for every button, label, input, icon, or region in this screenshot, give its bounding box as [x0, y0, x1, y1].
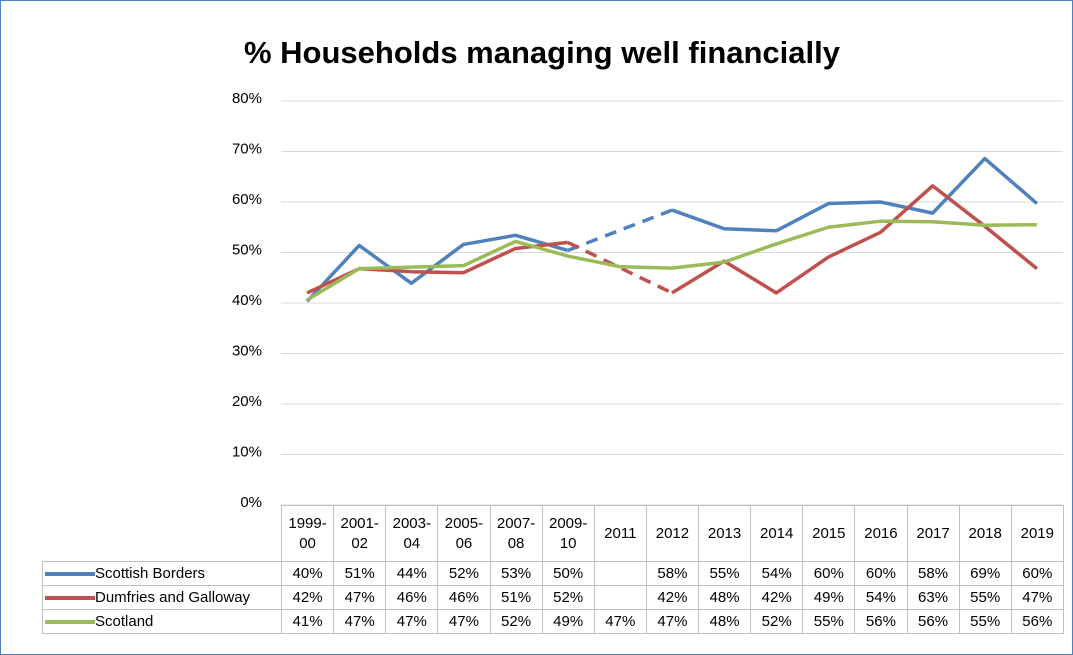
legend-entry: Scotland — [42, 609, 282, 634]
y-tick-label: 50% — [232, 241, 262, 258]
table-row: Scottish Borders 40% 51% 44% 52% 53% 50% 58% 55%… — [42, 561, 1064, 586]
data-label: 48% — [697, 609, 752, 634]
table-row: Scotland 41% 47% 47% 47% 52% 49% 47% 47% 48% 52% 55… — [42, 609, 1064, 634]
data-label: 49% — [541, 609, 595, 634]
data-label: 69% — [958, 561, 1012, 586]
x-tick-label: 2009-10 — [541, 505, 595, 562]
data-table: 1999-00 2001-02 2003-04 2005-06 2007-08 2009-… — [42, 505, 1064, 634]
data-label: 60% — [1010, 561, 1064, 586]
y-tick-label: 10% — [232, 443, 262, 460]
data-label: 51% — [489, 585, 543, 610]
data-label: 52% — [541, 585, 595, 610]
legend-label: Scotland — [95, 613, 154, 630]
legend-entry: Scottish Borders — [42, 561, 282, 586]
data-label: 50% — [541, 561, 595, 586]
y-tick-label: 30% — [232, 342, 262, 359]
table-header-row: 1999-00 2001-02 2003-04 2005-06 2007-08 2009-… — [42, 505, 1064, 562]
data-label: 40% — [280, 561, 335, 586]
data-label: 53% — [489, 561, 543, 586]
data-label: 52% — [437, 561, 491, 586]
x-tick-label: 2015 — [802, 505, 856, 562]
data-label: 46% — [437, 585, 491, 610]
data-label: 52% — [750, 609, 804, 634]
data-label: 56% — [1010, 609, 1064, 634]
legend-key — [45, 620, 95, 625]
legend-key — [45, 596, 95, 601]
x-tick-label: 2014 — [750, 505, 804, 562]
table-corner — [42, 505, 282, 562]
data-label: 42% — [750, 585, 804, 610]
x-tick-label: 2011 — [593, 505, 647, 562]
data-label: 56% — [906, 609, 960, 634]
x-tick-label: 2003-04 — [385, 505, 439, 562]
series-line — [671, 184, 1039, 295]
y-tick-label: 60% — [232, 191, 262, 208]
data-label — [593, 561, 647, 586]
data-label: 51% — [333, 561, 387, 586]
series-line — [305, 233, 569, 303]
data-label: 54% — [854, 585, 908, 610]
x-tick-label: 2016 — [854, 505, 908, 562]
data-label: 58% — [906, 561, 960, 586]
data-label: 60% — [854, 561, 908, 586]
data-label: 47% — [593, 609, 647, 634]
legend-label: Dumfries and Galloway — [95, 589, 251, 606]
y-tick-label: 80% — [232, 90, 262, 107]
x-tick-label: 2005-06 — [437, 505, 491, 562]
x-tick-label: 1999-00 — [280, 505, 335, 562]
data-label: 55% — [802, 609, 856, 634]
y-tick-label: 70% — [232, 140, 262, 157]
data-label: 54% — [750, 561, 804, 586]
y-tick-label: 20% — [232, 393, 262, 410]
data-label: 60% — [802, 561, 856, 586]
table-row: Dumfries and Galloway 42% 47% 46% 46% 51% 52% 4… — [42, 585, 1064, 610]
x-tick-label: 2018 — [958, 505, 1012, 562]
series-line — [306, 219, 1037, 302]
x-tick-label: 2012 — [645, 505, 700, 562]
chart-title: % Households managing well financially — [244, 35, 841, 70]
data-label: 47% — [333, 585, 387, 610]
x-tick-label: 2013 — [697, 505, 752, 562]
data-label: 42% — [645, 585, 700, 610]
data-label: 47% — [645, 609, 700, 634]
data-label: 55% — [697, 561, 752, 586]
data-label — [593, 585, 647, 610]
series-line — [671, 156, 1039, 233]
data-label: 41% — [280, 609, 335, 634]
y-tick-label: 40% — [232, 292, 262, 309]
data-label: 47% — [1010, 585, 1064, 610]
data-label: 46% — [385, 585, 439, 610]
data-label: 49% — [802, 585, 856, 610]
legend-label: Scottish Borders — [95, 565, 206, 582]
legend-key — [45, 572, 95, 577]
data-label: 47% — [333, 609, 387, 634]
data-label: 55% — [958, 585, 1012, 610]
x-tick-label: 2017 — [906, 505, 960, 562]
data-label: 55% — [958, 609, 1012, 634]
data-label: 48% — [697, 585, 752, 610]
legend-entry: Dumfries and Galloway — [42, 585, 282, 610]
data-label: 58% — [645, 561, 700, 586]
data-label: 56% — [854, 609, 908, 634]
x-tick-label: 2007-08 — [489, 505, 543, 562]
data-label: 63% — [906, 585, 960, 610]
data-label: 47% — [437, 609, 491, 634]
x-tick-label: 2019 — [1010, 505, 1064, 562]
data-label: 44% — [385, 561, 439, 586]
data-label: 52% — [489, 609, 543, 634]
data-label: 47% — [385, 609, 439, 634]
data-label: 42% — [280, 585, 335, 610]
x-tick-label: 2001-02 — [333, 505, 387, 562]
